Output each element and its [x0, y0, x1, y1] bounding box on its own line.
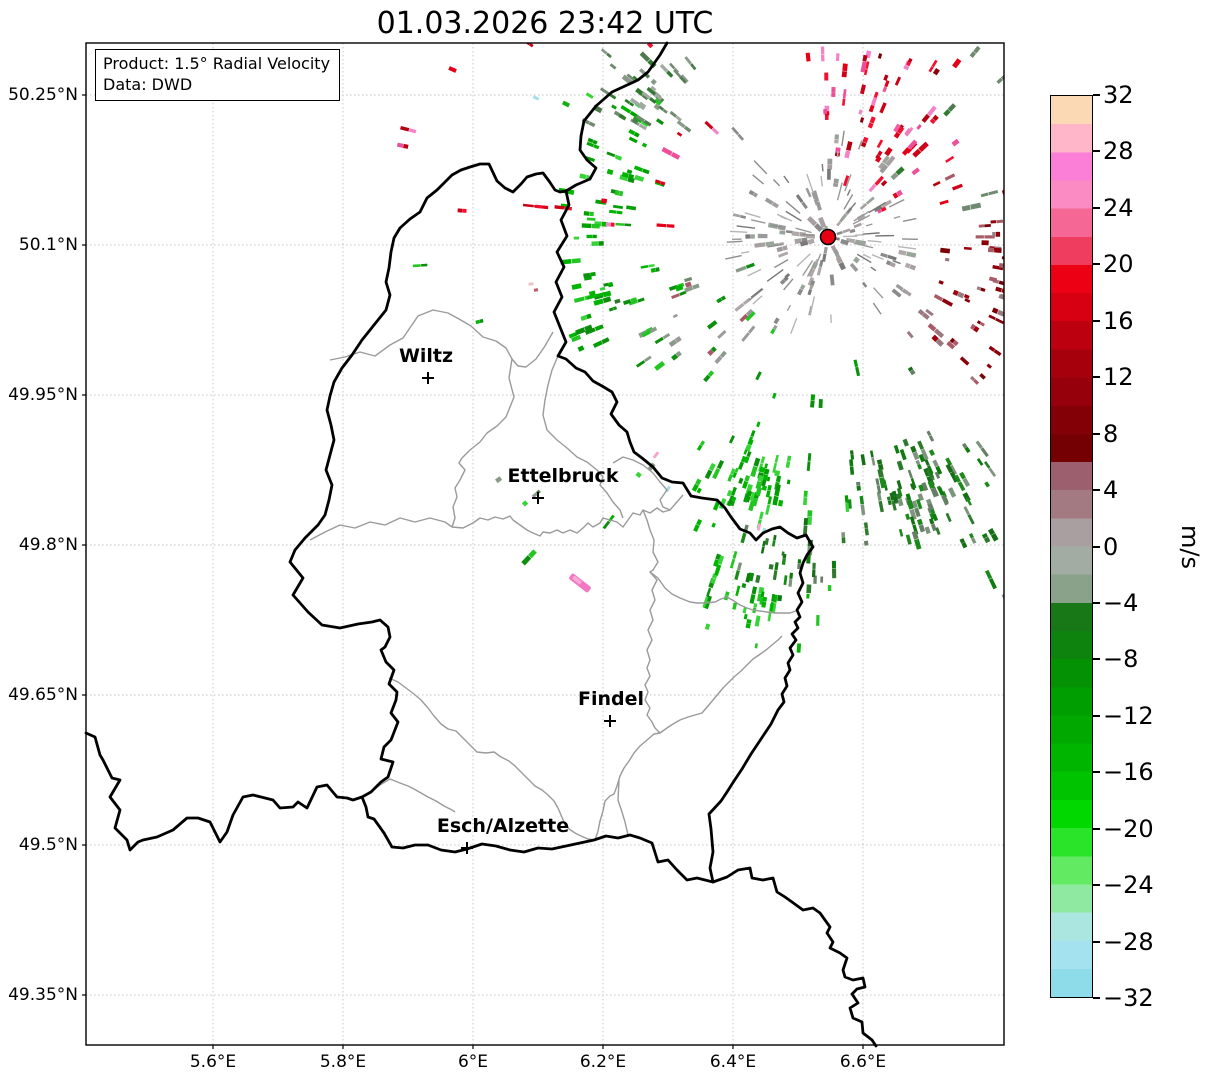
colorbar-tick-mark [1093, 940, 1100, 943]
city-marker [604, 715, 616, 727]
colorbar-tick-mark [1093, 601, 1100, 604]
district-border-line [612, 456, 671, 511]
colorbar-tick-mark [1093, 263, 1100, 266]
national-border-line [288, 162, 568, 799]
colorbar-tick-mark [1093, 376, 1100, 379]
colorbar-tick-label: 8 [1103, 419, 1119, 448]
colorbar-tick-mark [1093, 884, 1100, 887]
product-info-box: Product: 1.5° Radial Velocity Data: DWD [95, 49, 341, 101]
colorbar-unit-label: m/s [1176, 525, 1204, 569]
colorbar-tick-label: 32 [1103, 81, 1134, 109]
district-border-line [617, 779, 629, 836]
y-tick-label: 49.8°N [18, 535, 78, 555]
colorbar-tick-mark [1093, 997, 1100, 999]
colorbar-tick-label: −24 [1103, 871, 1154, 900]
city-label: Findel [578, 688, 644, 710]
pink-echo-streak [569, 573, 591, 593]
colorbar-tick-label: −16 [1103, 758, 1154, 787]
y-tick-label: 50.25°N [8, 85, 78, 105]
district-border-line [451, 358, 515, 528]
district-border-line [649, 571, 797, 614]
colorbar-tick-label: −20 [1103, 814, 1154, 843]
colorbar-tick-label: 0 [1103, 532, 1119, 561]
x-tick-label: 6.4°E [709, 1052, 757, 1072]
colorbar-tick-mark [1093, 489, 1100, 492]
y-tick-label: 49.35°N [8, 985, 78, 1005]
x-tick-label: 6.6°E [839, 1052, 887, 1072]
x-tick-label: 6°E [457, 1052, 489, 1072]
colorbar-tick-label: 24 [1103, 193, 1134, 222]
district-border-line [642, 509, 661, 734]
y-tick-label: 49.5°N [18, 835, 78, 855]
city-marker [422, 372, 434, 384]
x-tick-label: 5.6°E [189, 1052, 237, 1072]
radar-site-marker [819, 228, 837, 246]
colorbar-tick-mark [1093, 658, 1100, 661]
colorbar-tick-label: −12 [1103, 701, 1154, 730]
colorbar-tick-label: 28 [1103, 137, 1134, 166]
colorbar-tick-label: 4 [1103, 476, 1119, 505]
colorbar-tick-label: 12 [1103, 363, 1134, 392]
figure-title: 01.03.2026 23:42 UTC [376, 6, 714, 41]
colorbar-tick-mark [1093, 714, 1100, 717]
colorbar-tick-label: −8 [1103, 645, 1139, 674]
national-border-line [552, 41, 878, 1048]
district-border-line [329, 309, 554, 368]
city-marker [532, 492, 544, 504]
colorbar [1050, 95, 1093, 998]
district-borders [309, 309, 797, 841]
city-label: Wiltz [399, 345, 453, 367]
data-source-label: Data: DWD [103, 75, 193, 94]
radar-clutter-streaks [725, 130, 918, 334]
district-border-line [309, 517, 453, 541]
colorbar-tick-label: −4 [1103, 588, 1139, 617]
colorbar-tick-mark [1093, 319, 1100, 322]
national-border-line [360, 795, 715, 884]
radar-echoes [396, 43, 1004, 653]
colorbar-tick-mark [1093, 432, 1100, 435]
district-border-line [388, 635, 783, 841]
national-border-line [84, 731, 364, 852]
city-label: Esch/Alzette [437, 815, 569, 837]
y-tick-label: 50.1°N [18, 235, 78, 255]
city-marker [461, 842, 473, 854]
city-annotations: Wiltz Ettelbruck Findel Esch/Alzette [399, 345, 644, 854]
colorbar-tick-label: 16 [1103, 306, 1134, 335]
colorbar-tick-mark [1093, 94, 1100, 96]
colorbar-tick-mark [1093, 771, 1100, 774]
colorbar-tick-mark [1093, 206, 1100, 209]
colorbar-tick-mark [1093, 827, 1100, 830]
y-tick-label: 49.65°N [8, 685, 78, 705]
colorbar-tick-mark [1093, 545, 1100, 548]
y-tick-label: 49.95°N [8, 385, 78, 405]
district-border-line [370, 778, 456, 813]
colorbar-tick-mark [1093, 150, 1100, 153]
colorbar-tick-label: −32 [1103, 984, 1154, 1012]
city-label: Ettelbruck [508, 465, 619, 487]
district-border-line [451, 494, 684, 537]
axis-tick-marks [82, 94, 864, 1049]
national-borders [84, 41, 878, 1048]
product-label: Product: 1.5° Radial Velocity [103, 54, 331, 73]
plot-spine [85, 42, 1005, 1046]
colorbar-tick-label: −28 [1103, 927, 1154, 956]
x-tick-label: 5.8°E [319, 1052, 367, 1072]
x-tick-label: 6.2°E [579, 1052, 627, 1072]
colorbar-tick-label: 20 [1103, 250, 1134, 279]
district-border-line [542, 355, 624, 519]
